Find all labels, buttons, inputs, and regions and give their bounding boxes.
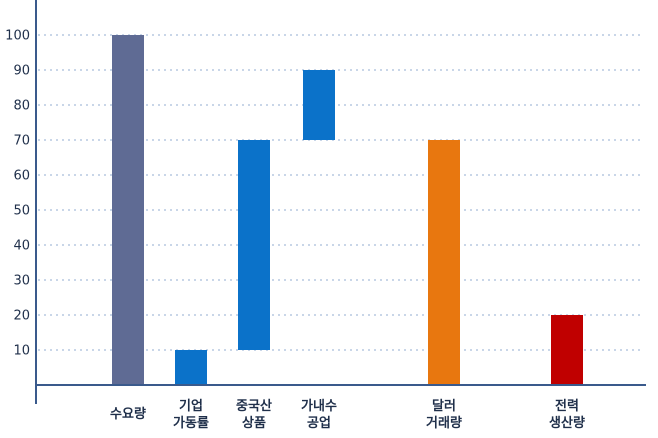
category-label: 가동률 (173, 416, 209, 431)
y-tick-label: 30 (13, 274, 30, 289)
y-tick-label: 20 (13, 309, 30, 324)
y-tick-label: 60 (13, 169, 30, 184)
bar (551, 315, 583, 385)
category-label: 공업 (307, 416, 331, 431)
y-tick-label: 90 (13, 64, 30, 79)
category-label: 가내수 (301, 398, 337, 414)
y-tick-labels: 10 20 30 40 50 60 70 80 90 100 (5, 29, 30, 359)
y-tick-label: 40 (13, 239, 30, 254)
bar (238, 140, 270, 350)
category-label: 달러 (432, 398, 456, 414)
y-tick-label: 10 (13, 344, 30, 359)
y-tick-label: 80 (13, 99, 30, 114)
y-tick-label: 50 (13, 204, 30, 219)
bar (303, 70, 335, 140)
category-label: 생산량 (549, 415, 585, 431)
category-label: 중국산 (236, 398, 272, 414)
bars (112, 35, 583, 385)
y-tick-label: 70 (13, 134, 30, 149)
category-label: 수요량 (110, 407, 146, 422)
category-label: 상품 (242, 416, 266, 431)
category-label: 전력 (555, 398, 579, 414)
bar (175, 350, 207, 385)
y-tick-label: 100 (5, 29, 30, 44)
category-label: 거래량 (426, 416, 462, 431)
bar (428, 140, 460, 385)
grid-lines (38, 34, 640, 351)
bar (112, 35, 144, 385)
category-label: 기업 (179, 399, 203, 414)
